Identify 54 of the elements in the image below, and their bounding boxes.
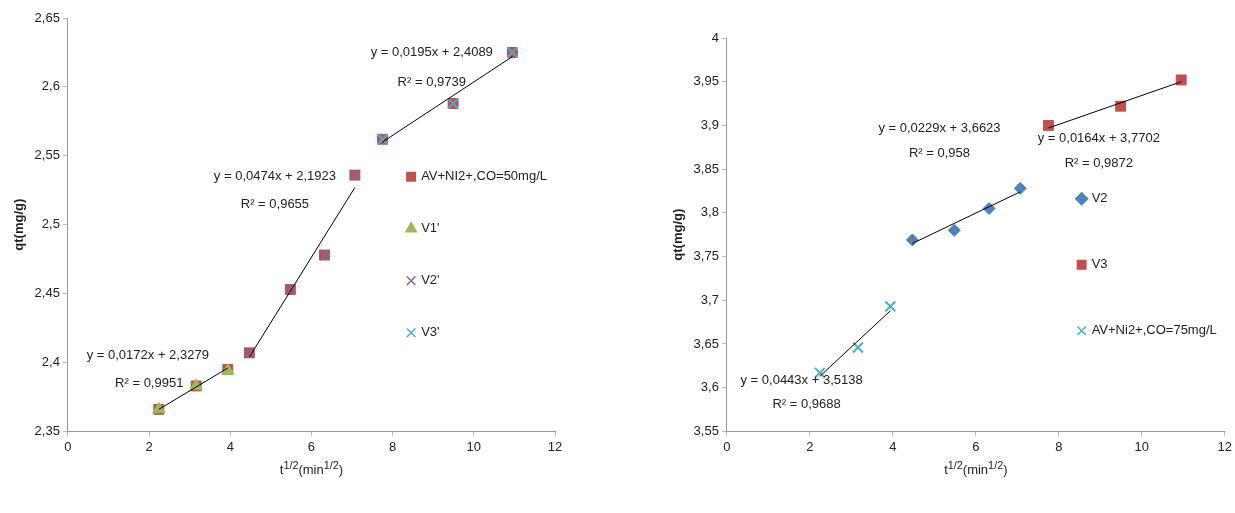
legend-label: V3' <box>421 324 440 340</box>
y-tick-label: 3,7 <box>700 291 719 307</box>
y-axis-title: qt(mg/g) <box>11 198 27 251</box>
annotation: R² = 0,9688 <box>772 396 841 412</box>
annotation: R² = 0,9655 <box>240 195 310 211</box>
x-tick-label: 10 <box>1134 438 1150 454</box>
x-tick-label: 2 <box>806 438 814 454</box>
y-axis-title: qt(mg/g) <box>670 208 686 261</box>
legend-label: V2 <box>1091 190 1108 206</box>
y-tick-label: 2,4 <box>41 354 60 370</box>
legend-label: AV+Ni2+,CO=75mg/L <box>1091 322 1217 338</box>
annotation: y = 0,0164x + 3,7702 <box>1037 130 1160 146</box>
y-tick-label: 2,35 <box>34 422 60 438</box>
y-tick-label: 3,9 <box>700 117 719 132</box>
y-tick-label: 4 <box>711 29 719 45</box>
legend-label: V3 <box>1091 256 1108 272</box>
x-tick-label: 0 <box>64 438 72 454</box>
annotation: y = 0,0229x + 3,6623 <box>878 119 1001 135</box>
annotation: y = 0,0172x + 2,3279 <box>86 347 209 363</box>
y-tick-label: 3,85 <box>693 160 719 176</box>
y-tick-label: 3,65 <box>693 335 719 351</box>
x-tick-label: 4 <box>226 438 234 454</box>
y-tick-label: 2,65 <box>34 9 60 25</box>
y-tick-label: 3,6 <box>700 379 719 395</box>
x-tick-label: 12 <box>1217 438 1232 454</box>
legend-label: AV+NI2+,CO=50mg/L <box>421 168 547 184</box>
annotation: R² = 0,9951 <box>115 374 184 390</box>
x-axis-title: t$^{1/2}$(min$^{1/2}$) <box>279 459 344 478</box>
x-tick-label: 10 <box>466 438 482 454</box>
x-tick-label: 12 <box>547 438 563 454</box>
x-tick-label: 4 <box>889 438 897 454</box>
x-tick-label: 8 <box>389 438 397 454</box>
annotation: R² = 0,9739 <box>397 74 466 90</box>
legend-label: V2' <box>421 272 440 288</box>
y-tick-label: 3,8 <box>700 204 719 220</box>
y-tick-label: 2,6 <box>41 78 60 94</box>
annotation: R² = 0,958 <box>908 144 971 160</box>
annotation: y = 0,0195x + 2,4089 <box>370 43 493 59</box>
x-tick-label: 8 <box>1055 438 1063 454</box>
x-tick-label: 6 <box>972 438 980 454</box>
y-tick-label: 3,55 <box>693 422 719 438</box>
annotation: R² = 0,9872 <box>1064 154 1133 170</box>
x-axis-title: t$^{1/2}$(min$^{1/2}$) <box>944 459 1008 478</box>
annotation: y = 0,0443x + 3,5138 <box>740 371 863 387</box>
y-tick-label: 2,55 <box>34 147 60 163</box>
y-tick-label: 2,5 <box>41 216 60 232</box>
legend-label: V1' <box>421 220 440 236</box>
y-tick-label: 3,95 <box>693 73 719 89</box>
x-tick-label: 6 <box>307 438 316 454</box>
y-tick-label: 3,75 <box>693 248 719 264</box>
y-tick-label: 2,45 <box>34 285 60 301</box>
annotation: y = 0,0474x + 2,1923 <box>213 167 336 183</box>
x-tick-label: 0 <box>723 438 731 454</box>
x-tick-label: 2 <box>145 438 153 454</box>
